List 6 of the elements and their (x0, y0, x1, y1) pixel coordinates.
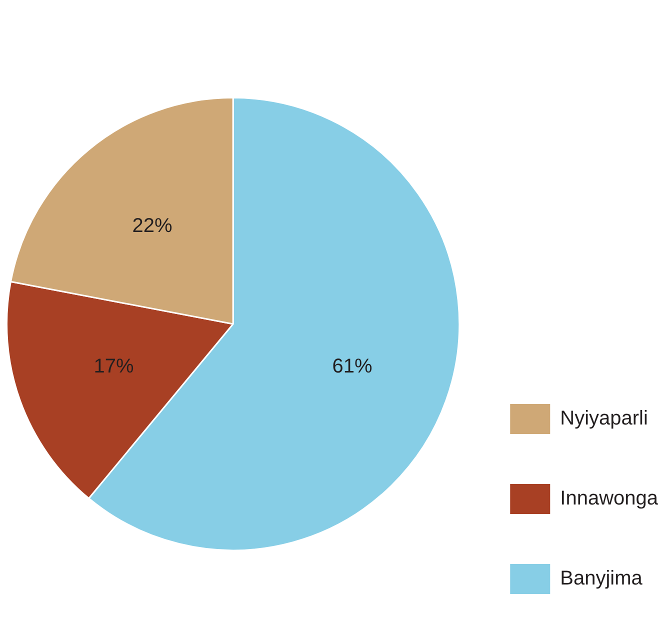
data-label: 17% (94, 355, 134, 378)
legend-label: Innawonga (560, 488, 659, 510)
legend-label: Nyiyaparli (560, 408, 648, 430)
data-label: 61% (332, 355, 373, 378)
legend-label: Banyjima (560, 568, 644, 590)
data-label: 22% (132, 214, 173, 237)
